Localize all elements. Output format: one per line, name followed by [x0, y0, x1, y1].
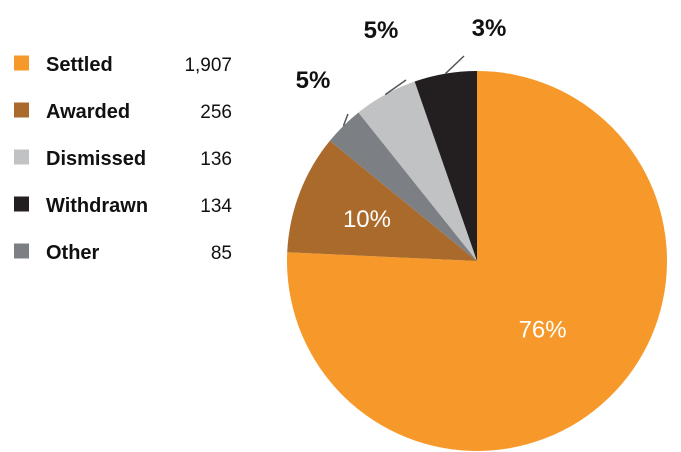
legend-value-settled: 1,907 — [184, 55, 232, 76]
leader-line-dismissed — [384, 79, 407, 96]
pie-slices — [287, 71, 667, 451]
legend-swatch-dismissed — [14, 149, 29, 165]
legend-value-withdrawn: 134 — [200, 196, 232, 217]
legend-value-dismissed: 136 — [200, 149, 232, 170]
leader-line-other — [342, 113, 349, 127]
legend-label-dismissed: Dismissed — [46, 148, 146, 170]
pie-labels: 76% 10% 5% 5% 3% — [296, 15, 567, 344]
legend-swatch-withdrawn — [14, 196, 29, 212]
legend-item-withdrawn: Withdrawn 134 — [14, 195, 232, 217]
pie-percent-label-awarded: 10% — [343, 206, 391, 233]
pie-slice-other — [329, 112, 477, 261]
legend-value-other: 85 — [211, 243, 232, 264]
legend-label-settled: Settled — [46, 54, 113, 76]
pie-percent-label-dismissed: 5% — [364, 17, 399, 44]
pie-slice-withdrawn — [414, 71, 477, 261]
legend-item-dismissed: Dismissed 136 — [14, 148, 232, 170]
leader-line-withdrawn — [444, 55, 465, 75]
pie-slice-dismissed — [358, 81, 477, 262]
legend-label-other: Other — [46, 242, 100, 264]
chart-legend: Settled 1,907 Awarded 256 Dismissed 136 Withdr… — [14, 54, 232, 264]
pie-percent-label-other: 5% — [296, 67, 331, 94]
legend-swatch-awarded — [14, 102, 29, 118]
legend-item-other: Other 85 — [14, 242, 232, 264]
pie-percent-label-withdrawn: 3% — [472, 15, 507, 42]
legend-label-awarded: Awarded — [46, 101, 130, 123]
legend-value-awarded: 256 — [200, 102, 232, 123]
legend-swatch-settled — [14, 55, 29, 71]
pie-percent-label-settled: 76% — [519, 317, 567, 344]
legend-item-awarded: Awarded 256 — [14, 101, 232, 123]
pie-slice-awarded — [287, 140, 477, 261]
legend-item-settled: Settled 1,907 — [14, 54, 232, 76]
legend-label-withdrawn: Withdrawn — [46, 195, 148, 217]
pie-slice-settled — [287, 71, 667, 451]
legend-swatch-other — [14, 243, 29, 259]
